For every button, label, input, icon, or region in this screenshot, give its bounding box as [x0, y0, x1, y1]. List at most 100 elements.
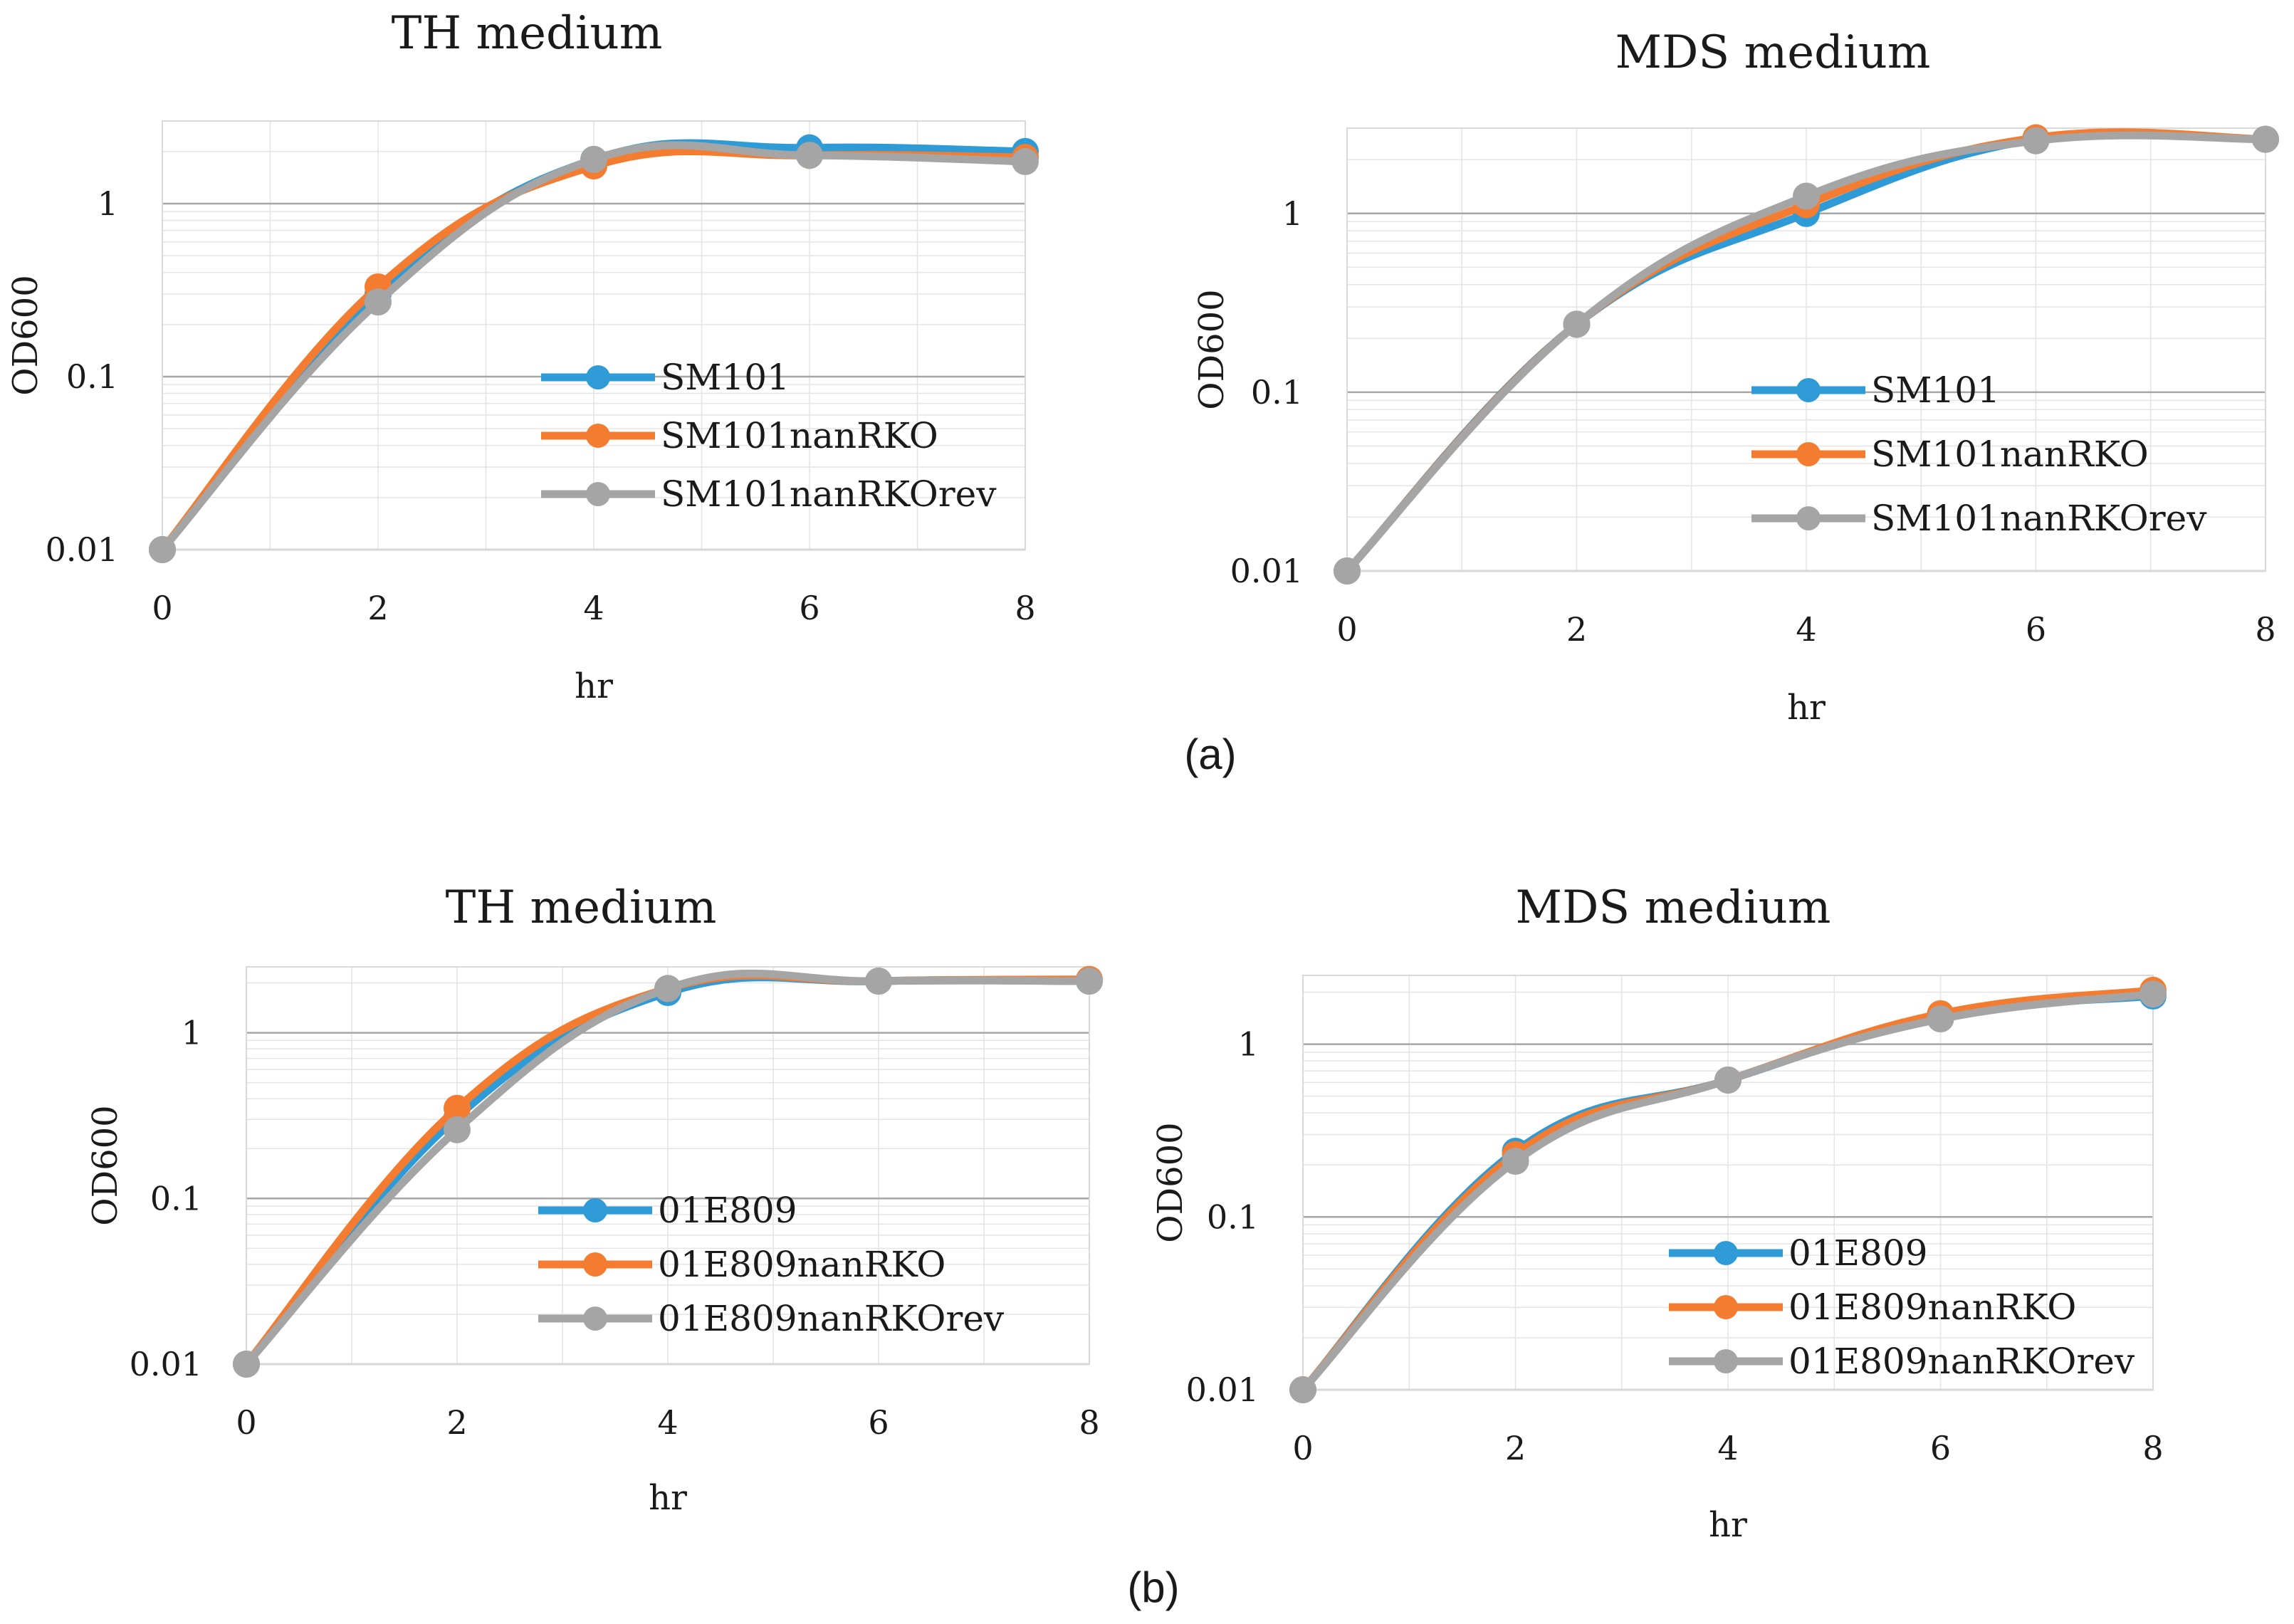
- legend-entry: SM101nanRKOrev: [661, 473, 997, 515]
- legend-swatch-marker: [583, 1252, 607, 1277]
- y-axis-label: OD600: [85, 1105, 125, 1225]
- legend-swatch-marker: [583, 1306, 607, 1331]
- y-axis-label: OD600: [1151, 1122, 1190, 1242]
- x-tick-label: 8: [2255, 610, 2275, 649]
- legend-entry: 01E809nanRKOrev: [658, 1298, 1005, 1339]
- legend-entry: 01E809nanRKO: [1788, 1287, 2076, 1328]
- legend-swatch-marker: [1714, 1241, 1738, 1265]
- legend-entry: SM101nanRKO: [661, 415, 938, 456]
- series-line: [1299, 990, 2157, 1394]
- y-tick-label: 0.1: [1251, 373, 1303, 412]
- legend-entry: 01E809nanRKOrev: [1788, 1341, 2135, 1382]
- data-point: [2140, 980, 2167, 1008]
- data-point: [1502, 1148, 1529, 1175]
- legend-swatch-marker: [1714, 1349, 1738, 1373]
- x-tick-label: 4: [1796, 610, 1816, 649]
- y-tick-label: 1: [1238, 1025, 1259, 1064]
- x-axis-label: hr: [575, 666, 613, 706]
- legend-swatch-marker: [586, 424, 610, 448]
- legend: SM101 SM101nanRKO SM101nanRKOrev: [1751, 370, 2207, 539]
- x-tick-label: 4: [583, 589, 604, 627]
- x-tick-label: 8: [1079, 1403, 1099, 1442]
- x-tick-label: 2: [367, 589, 388, 627]
- x-tick-label: 0: [1336, 610, 1357, 649]
- panel-label-a: (a): [1184, 730, 1236, 778]
- y-tick-label: 0.01: [1230, 552, 1303, 590]
- x-tick-label: 2: [1505, 1429, 1526, 1467]
- legend-swatch-marker: [1796, 506, 1821, 530]
- data-point: [2022, 127, 2050, 154]
- y-tick-label: 0.1: [150, 1179, 202, 1217]
- data-point: [444, 1094, 471, 1122]
- x-axis-label: hr: [649, 1478, 687, 1518]
- x-tick-label: 6: [1930, 1429, 1951, 1467]
- x-tick-label: 0: [152, 589, 172, 627]
- data-point: [1076, 968, 1103, 995]
- data-point: [1334, 557, 1361, 585]
- y-tick-label: 1: [182, 1014, 202, 1052]
- data-point: [1012, 147, 1039, 175]
- data-point: [580, 145, 607, 173]
- x-axis-label: hr: [1709, 1505, 1747, 1545]
- data-point: [1927, 1005, 1954, 1033]
- data-point: [1793, 182, 1820, 210]
- legend-entry: 01E809: [658, 1190, 797, 1231]
- data-point: [233, 1351, 260, 1378]
- legend-swatch-marker: [1796, 442, 1821, 466]
- series-SM101nanRKOrev: [149, 141, 1039, 563]
- plot-frame: [1346, 127, 2266, 572]
- series-line: [1343, 131, 2270, 575]
- legend: 01E809 01E809nanRKO 01E809nanRKOrev: [1669, 1232, 2135, 1382]
- data-point: [2252, 125, 2279, 153]
- data-point: [365, 288, 392, 316]
- legend-entry: SM101nanRKO: [1871, 434, 2149, 475]
- legend: SM101 SM101nanRKO SM101nanRKOrev: [541, 357, 997, 515]
- chart-title: MDS medium: [1516, 881, 1831, 934]
- plot-frame: [162, 120, 1026, 550]
- x-tick-label: 6: [799, 589, 819, 627]
- y-tick-label: 0.1: [66, 357, 118, 396]
- y-tick-label: 1: [1282, 194, 1303, 233]
- data-point: [654, 975, 681, 1002]
- legend-entry: 01E809nanRKO: [658, 1244, 946, 1285]
- legend-swatch-marker: [1714, 1295, 1738, 1319]
- chart-1: TH medium 0.01 0.1 1 0 2 4 6 8 hr OD600 SM101 SM101n…: [6, 7, 1039, 706]
- legend-entry: SM101nanRKOrev: [1871, 498, 2207, 539]
- data-point: [1289, 1376, 1316, 1403]
- legend-swatch-marker: [586, 482, 610, 506]
- data-point: [444, 1116, 471, 1143]
- x-tick-label: 0: [236, 1403, 256, 1442]
- chart-title: TH medium: [446, 881, 717, 934]
- y-axis-label: OD600: [6, 275, 46, 395]
- x-tick-label: 4: [657, 1403, 678, 1442]
- legend-swatch-marker: [1796, 378, 1821, 402]
- series-SM101nanRKOrev: [1334, 125, 2279, 585]
- x-tick-label: 2: [446, 1403, 467, 1442]
- series-line: [158, 141, 1030, 554]
- y-axis-label: OD600: [1192, 289, 1232, 409]
- data-point: [1714, 1066, 1742, 1094]
- legend: 01E809 01E809nanRKO 01E809nanRKOrev: [538, 1190, 1005, 1339]
- data-point: [796, 142, 823, 169]
- legend-entry: SM101: [661, 357, 790, 398]
- x-tick-label: 0: [1292, 1429, 1313, 1467]
- legend-swatch-marker: [586, 365, 610, 389]
- y-tick-label: 0.01: [46, 530, 118, 569]
- y-tick-label: 1: [98, 184, 118, 223]
- y-tick-label: 0.01: [1186, 1371, 1259, 1409]
- chart-title: TH medium: [392, 7, 663, 60]
- x-tick-label: 8: [1015, 589, 1035, 627]
- y-tick-label: 0.01: [130, 1345, 202, 1383]
- data-point: [1563, 310, 1591, 338]
- x-tick-label: 8: [2142, 1429, 2163, 1467]
- x-tick-label: 2: [1566, 610, 1587, 649]
- x-axis-label: hr: [1787, 688, 1826, 728]
- y-tick-label: 0.1: [1207, 1198, 1259, 1236]
- legend-swatch-marker: [583, 1198, 607, 1222]
- x-tick-label: 6: [868, 1403, 889, 1442]
- series-01E809nanRKOrev: [1289, 980, 2167, 1403]
- data-point: [865, 968, 892, 995]
